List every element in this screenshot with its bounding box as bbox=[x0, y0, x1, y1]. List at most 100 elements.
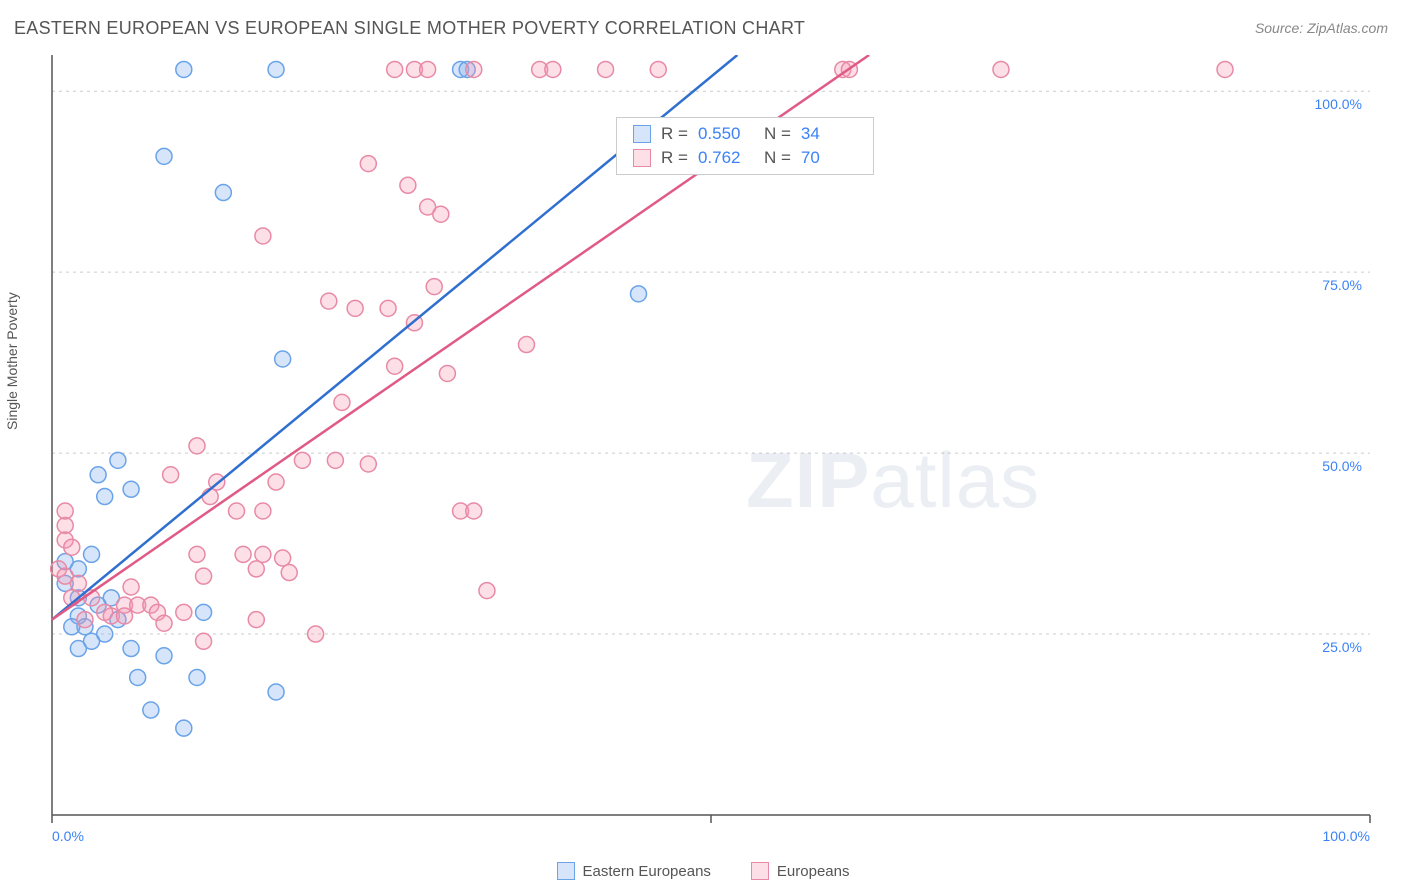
stats-row-eastern: R = 0.550 N = 34 bbox=[617, 122, 873, 146]
legend-swatch-eastern bbox=[557, 862, 575, 880]
chart-title: EASTERN EUROPEAN VS EUROPEAN SINGLE MOTH… bbox=[14, 18, 805, 39]
data-point-eastern bbox=[84, 633, 100, 649]
data-point-european bbox=[156, 615, 172, 631]
data-point-european bbox=[545, 61, 561, 77]
data-point-eastern bbox=[123, 641, 139, 657]
stats-n-label: N = bbox=[764, 148, 791, 168]
data-point-european bbox=[163, 467, 179, 483]
data-point-european bbox=[255, 546, 271, 562]
data-point-european bbox=[294, 452, 310, 468]
data-point-european bbox=[176, 604, 192, 620]
data-point-european bbox=[64, 539, 80, 555]
data-point-european bbox=[255, 228, 271, 244]
data-point-european bbox=[420, 61, 436, 77]
source-attribution: Source: ZipAtlas.com bbox=[1255, 20, 1388, 36]
data-point-european bbox=[248, 561, 264, 577]
data-point-european bbox=[479, 583, 495, 599]
data-point-european bbox=[439, 365, 455, 381]
data-point-eastern bbox=[110, 452, 126, 468]
y-tick-label: 100.0% bbox=[1315, 96, 1362, 112]
data-point-eastern bbox=[156, 648, 172, 664]
x-tick-label: 0.0% bbox=[52, 828, 84, 844]
data-point-european bbox=[433, 206, 449, 222]
stats-r-value: 0.550 bbox=[698, 124, 754, 144]
data-point-european bbox=[334, 394, 350, 410]
legend-label-european: Europeans bbox=[777, 863, 850, 880]
data-point-european bbox=[327, 452, 343, 468]
chart-header: EASTERN EUROPEAN VS EUROPEAN SINGLE MOTH… bbox=[0, 0, 1406, 48]
data-point-eastern bbox=[176, 720, 192, 736]
y-axis-label: Single Mother Poverty bbox=[4, 292, 20, 430]
data-point-european bbox=[196, 568, 212, 584]
data-point-european bbox=[189, 438, 205, 454]
plot-area: 25.0%50.0%75.0%100.0%0.0%100.0% ZIPatlas… bbox=[46, 55, 1386, 825]
scatter-plot-svg: 25.0%50.0%75.0%100.0%0.0%100.0% bbox=[46, 55, 1386, 855]
legend-bottom: Eastern Europeans Europeans bbox=[0, 856, 1406, 886]
y-tick-label: 75.0% bbox=[1322, 277, 1362, 293]
data-point-european bbox=[347, 300, 363, 316]
data-point-european bbox=[308, 626, 324, 642]
legend-swatch-european bbox=[751, 862, 769, 880]
data-point-eastern bbox=[189, 669, 205, 685]
data-point-european bbox=[235, 546, 251, 562]
data-point-eastern bbox=[90, 467, 106, 483]
data-point-european bbox=[426, 279, 442, 295]
data-point-eastern bbox=[143, 702, 159, 718]
data-point-european bbox=[196, 633, 212, 649]
data-point-european bbox=[993, 61, 1009, 77]
data-point-european bbox=[321, 293, 337, 309]
data-point-european bbox=[281, 565, 297, 581]
data-point-eastern bbox=[268, 61, 284, 77]
data-point-eastern bbox=[130, 669, 146, 685]
stats-n-value: 34 bbox=[801, 124, 857, 144]
data-point-eastern bbox=[631, 286, 647, 302]
stats-r-label: R = bbox=[661, 148, 688, 168]
data-point-european bbox=[380, 300, 396, 316]
data-point-eastern bbox=[196, 604, 212, 620]
data-point-eastern bbox=[275, 351, 291, 367]
data-point-european bbox=[387, 61, 403, 77]
stats-row-european: R = 0.762 N = 70 bbox=[617, 146, 873, 170]
stats-r-label: R = bbox=[661, 124, 688, 144]
legend-item-eastern: Eastern Europeans bbox=[557, 862, 711, 880]
data-point-european bbox=[97, 604, 113, 620]
data-point-eastern bbox=[123, 481, 139, 497]
data-point-european bbox=[189, 546, 205, 562]
data-point-european bbox=[466, 503, 482, 519]
legend-item-european: Europeans bbox=[751, 862, 850, 880]
data-point-european bbox=[400, 177, 416, 193]
legend-label-eastern: Eastern Europeans bbox=[583, 863, 711, 880]
data-point-european bbox=[123, 579, 139, 595]
stats-r-value: 0.762 bbox=[698, 148, 754, 168]
correlation-stats-box: R = 0.550 N = 34 R = 0.762 N = 70 bbox=[616, 117, 874, 175]
data-point-european bbox=[518, 337, 534, 353]
data-point-eastern bbox=[176, 61, 192, 77]
data-point-european bbox=[116, 608, 132, 624]
data-point-european bbox=[650, 61, 666, 77]
y-tick-label: 25.0% bbox=[1322, 639, 1362, 655]
data-point-european bbox=[1217, 61, 1233, 77]
x-tick-label: 100.0% bbox=[1323, 828, 1370, 844]
data-point-european bbox=[598, 61, 614, 77]
stats-n-value: 70 bbox=[801, 148, 857, 168]
data-point-european bbox=[466, 61, 482, 77]
data-point-european bbox=[255, 503, 271, 519]
data-point-european bbox=[268, 474, 284, 490]
data-point-european bbox=[202, 489, 218, 505]
data-point-eastern bbox=[156, 148, 172, 164]
stats-n-label: N = bbox=[764, 124, 791, 144]
data-point-european bbox=[77, 612, 93, 628]
data-point-eastern bbox=[215, 185, 231, 201]
data-point-european bbox=[360, 456, 376, 472]
stats-swatch-european bbox=[633, 149, 651, 167]
data-point-european bbox=[387, 358, 403, 374]
data-point-european bbox=[275, 550, 291, 566]
data-point-european bbox=[70, 575, 86, 591]
data-point-eastern bbox=[268, 684, 284, 700]
data-point-european bbox=[57, 517, 73, 533]
data-point-european bbox=[248, 612, 264, 628]
data-point-european bbox=[360, 156, 376, 172]
data-point-european bbox=[57, 503, 73, 519]
data-point-eastern bbox=[97, 489, 113, 505]
stats-swatch-eastern bbox=[633, 125, 651, 143]
